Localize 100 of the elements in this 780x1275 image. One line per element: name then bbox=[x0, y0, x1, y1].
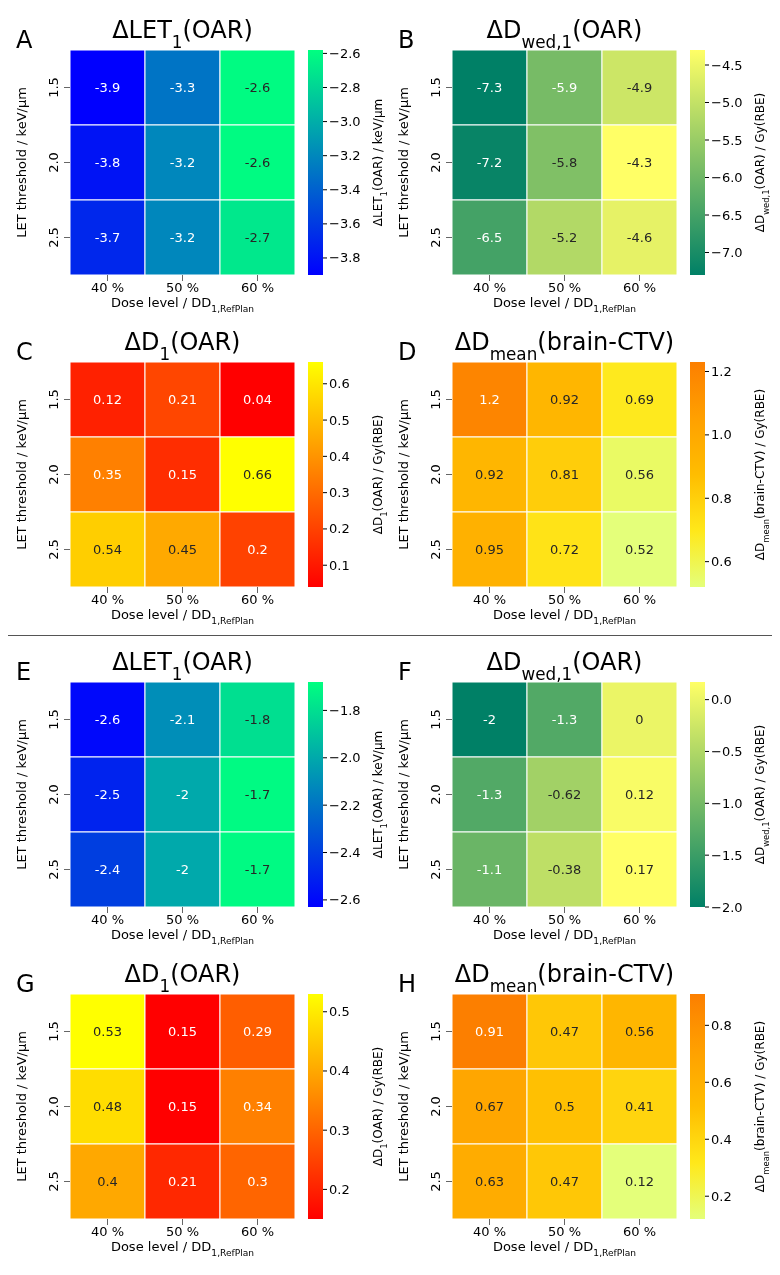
x-tick-label: 40 % bbox=[90, 912, 125, 928]
y-tick-label: 1.5 bbox=[428, 77, 443, 98]
color-bar-label: −2.2 bbox=[329, 797, 361, 813]
data-label: -2 bbox=[176, 862, 189, 877]
chart-title: ΔD$_{wed,1}$(OAR) bbox=[486, 648, 643, 684]
color-bar-label: 0.6 bbox=[711, 1074, 732, 1090]
color-bar-label: 0.5 bbox=[329, 412, 350, 428]
data-label: 0.54 bbox=[93, 542, 122, 557]
x-tick-label: 40 % bbox=[472, 912, 507, 928]
x-tick-label: 50 % bbox=[547, 912, 582, 928]
data-label: 0.56 bbox=[625, 467, 654, 482]
data-label: 0.69 bbox=[625, 392, 654, 407]
chart-title: ΔD$_{wed,1}$(OAR) bbox=[486, 16, 643, 52]
y-tick-label: 1.5 bbox=[46, 709, 61, 730]
data-label: 0 bbox=[635, 712, 644, 727]
data-label: 0.72 bbox=[550, 542, 579, 557]
x-tick-label: 50 % bbox=[547, 1224, 582, 1240]
x-tick-label: 50 % bbox=[547, 280, 582, 296]
color-bar-label: −3.2 bbox=[329, 148, 361, 164]
data-label: 0.15 bbox=[168, 1024, 197, 1039]
color-bar-label: 0.3 bbox=[329, 1122, 350, 1138]
data-label: -5.9 bbox=[551, 80, 578, 95]
data-label: -2.6 bbox=[94, 712, 121, 727]
x-axis-title: Dose level / DD$_{1,RefPlan}$ bbox=[492, 607, 637, 626]
x-tick-label: 40 % bbox=[90, 592, 125, 608]
data-label: 0.34 bbox=[243, 1099, 272, 1114]
color-bar-label: −3.0 bbox=[329, 114, 361, 130]
chart-title: ΔD$_{1}$(OAR) bbox=[124, 328, 241, 364]
color-bar-label: −2.0 bbox=[329, 750, 361, 766]
x-tick-label: 50 % bbox=[165, 912, 200, 928]
x-axis-title: Dose level / DD$_{1,RefPlan}$ bbox=[110, 607, 255, 626]
data-label: -2 bbox=[176, 787, 189, 802]
color-bar-label: −2.4 bbox=[329, 845, 361, 861]
y-tick-label: 2.5 bbox=[46, 539, 61, 560]
data-label: -3.9 bbox=[94, 80, 121, 95]
color-bar-label: −0.5 bbox=[711, 743, 743, 759]
y-tick-label: 2.0 bbox=[46, 1096, 61, 1117]
data-label: -5.8 bbox=[551, 155, 578, 170]
y-axis-title: LET threshold / keV/μm bbox=[396, 87, 411, 238]
data-label: 0.95 bbox=[475, 542, 504, 557]
color-bar-label: −4.5 bbox=[711, 57, 743, 73]
y-axis-title: LET threshold / keV/μm bbox=[14, 719, 29, 870]
data-label: 0.2 bbox=[247, 542, 268, 557]
x-tick-label: 60 % bbox=[240, 1224, 275, 1240]
data-label: -3.2 bbox=[169, 155, 196, 170]
color-bar-label: 1.0 bbox=[711, 427, 732, 443]
color-bar-label: 0.6 bbox=[329, 376, 350, 392]
chart-title: ΔLET$_{1}$(OAR) bbox=[112, 16, 253, 52]
y-axis-title: LET threshold / keV/μm bbox=[396, 719, 411, 870]
color-bar-label: −7.0 bbox=[711, 245, 743, 260]
y-tick-label: 1.5 bbox=[46, 1021, 61, 1042]
y-tick-label: 2.5 bbox=[46, 1171, 61, 1192]
x-axis-title: Dose level / DD$_{1,RefPlan}$ bbox=[492, 1239, 637, 1258]
color-bar-label: −2.6 bbox=[329, 45, 361, 61]
data-label: -0.62 bbox=[547, 787, 582, 802]
x-axis-title: Dose level / DD$_{1,RefPlan}$ bbox=[110, 1239, 255, 1258]
data-label: -1.7 bbox=[244, 862, 271, 877]
text: D bbox=[398, 338, 417, 366]
data-label: -4.6 bbox=[626, 230, 653, 245]
data-label: 0.15 bbox=[168, 467, 197, 482]
data-label: -3.2 bbox=[169, 230, 196, 245]
color-bar-label: −5.0 bbox=[711, 95, 743, 110]
color-bar-label: −3.6 bbox=[329, 216, 361, 232]
data-label: -2.6 bbox=[244, 155, 271, 170]
y-tick-label: 2.0 bbox=[428, 1096, 443, 1117]
color-bar-label: 0.3 bbox=[329, 485, 350, 501]
color-bar-label: −2.8 bbox=[329, 80, 361, 95]
x-tick-label: 60 % bbox=[622, 280, 657, 296]
data-label: 0.63 bbox=[475, 1174, 504, 1189]
color-bar-label: 0.8 bbox=[711, 490, 732, 506]
data-label: -1.3 bbox=[551, 712, 578, 727]
color-bar-label: −6.0 bbox=[711, 170, 743, 185]
data-label: -2.4 bbox=[94, 862, 121, 877]
y-tick-label: 1.5 bbox=[428, 389, 443, 410]
data-label: 0.45 bbox=[168, 542, 197, 557]
color-bar-label: −1.8 bbox=[329, 702, 361, 718]
data-label: -2.5 bbox=[94, 787, 121, 802]
data-label: 0.67 bbox=[475, 1099, 504, 1114]
color-bar-label: −3.8 bbox=[329, 250, 361, 266]
data-label: 0.12 bbox=[93, 392, 122, 407]
data-label: 0.91 bbox=[475, 1024, 504, 1039]
data-label: 0.17 bbox=[625, 862, 654, 877]
text: H bbox=[398, 970, 417, 998]
color-bar-label: 0.4 bbox=[711, 1131, 732, 1147]
data-label: 0.3 bbox=[247, 1174, 268, 1189]
data-label: 1.2 bbox=[479, 392, 500, 407]
y-tick-label: 2.5 bbox=[46, 227, 61, 248]
y-tick-label: 2.0 bbox=[428, 464, 443, 485]
color-bar-label: 0.0 bbox=[711, 692, 732, 708]
chart-title: ΔD$_{mean}$(brain-CTV) bbox=[454, 960, 675, 996]
x-tick-label: 50 % bbox=[165, 1224, 200, 1240]
color-bar-label: −1.0 bbox=[711, 795, 743, 811]
data-label: -3.8 bbox=[94, 155, 121, 170]
data-label: 0.12 bbox=[625, 787, 654, 802]
color-bar-label: 0.2 bbox=[711, 1188, 732, 1204]
text: F bbox=[398, 658, 412, 686]
color-bar-label: 0.6 bbox=[711, 554, 732, 570]
data-label: -5.2 bbox=[551, 230, 578, 245]
x-tick-label: 60 % bbox=[622, 912, 657, 928]
data-label: -2.6 bbox=[244, 80, 271, 95]
